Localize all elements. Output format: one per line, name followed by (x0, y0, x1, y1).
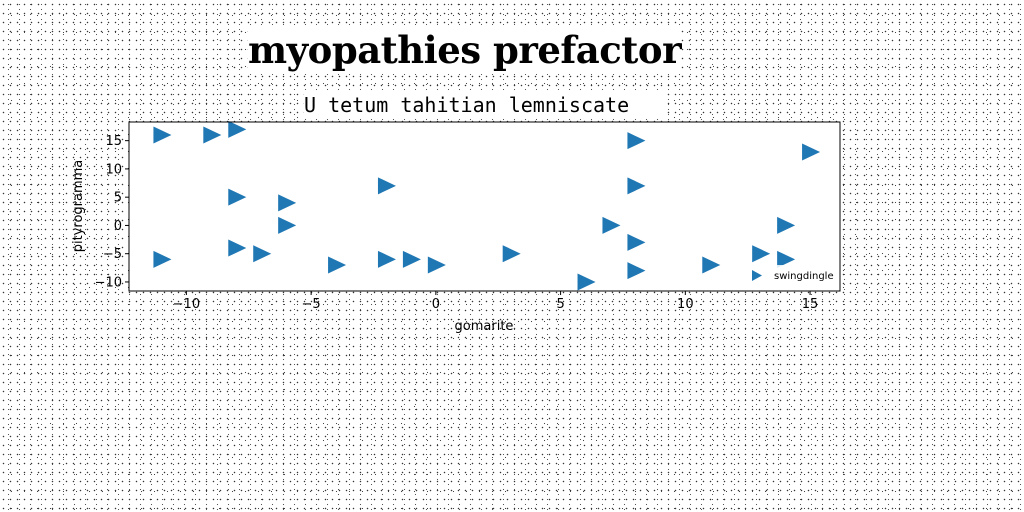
y-tick-label: −10 (95, 275, 122, 290)
y-axis-label: pityrogramma (71, 160, 86, 253)
data-point (802, 143, 821, 161)
y-tick-label: 5 (114, 191, 122, 206)
data-points (153, 120, 821, 291)
y-tick-label: −5 (103, 247, 122, 262)
y-tick-label: 10 (105, 162, 122, 177)
data-point (377, 177, 396, 195)
data-point (627, 262, 646, 280)
x-tick-label: 0 (432, 297, 440, 312)
data-point (153, 126, 172, 144)
data-point (203, 126, 222, 144)
legend-marker (752, 270, 762, 281)
data-point (577, 273, 596, 291)
y-tick-label: 15 (105, 134, 122, 149)
data-point (602, 216, 621, 234)
y-axis-ticks: −10 −5 0 5 10 15 (95, 134, 129, 290)
data-point (377, 250, 396, 268)
data-point (627, 132, 646, 150)
plot-frame (128, 121, 841, 292)
data-point (752, 245, 771, 263)
chart-title: U tetum tahitian lemniscate (304, 92, 666, 118)
data-point (278, 216, 297, 234)
data-point (228, 239, 247, 257)
data-point (627, 233, 646, 251)
data-point (278, 194, 297, 212)
data-point (253, 245, 272, 263)
data-point (402, 250, 421, 268)
data-point (627, 177, 646, 195)
x-axis-ticks: −10 −5 0 5 10 15 (173, 291, 819, 312)
plot-area (129, 122, 840, 291)
x-tick-label: 10 (677, 297, 694, 312)
x-tick-label: 15 (802, 297, 819, 312)
data-point (228, 188, 247, 206)
data-point (502, 245, 521, 263)
data-point (228, 120, 247, 138)
x-tick-label: 5 (556, 297, 564, 312)
data-point (702, 256, 721, 274)
data-point (427, 256, 446, 274)
data-point (153, 250, 172, 268)
data-point (777, 250, 796, 268)
legend: swingdingle (742, 265, 836, 286)
x-tick-label: −10 (173, 297, 200, 312)
y-tick-label: 0 (114, 219, 122, 234)
x-tick-label: −5 (302, 297, 321, 312)
x-axis-label: gomarite (455, 319, 514, 334)
legend-label: swingdingle (774, 271, 834, 282)
data-point (328, 256, 347, 274)
data-point (777, 216, 796, 234)
page-title: myopathies prefactor (248, 26, 682, 74)
legend-box (742, 265, 836, 286)
